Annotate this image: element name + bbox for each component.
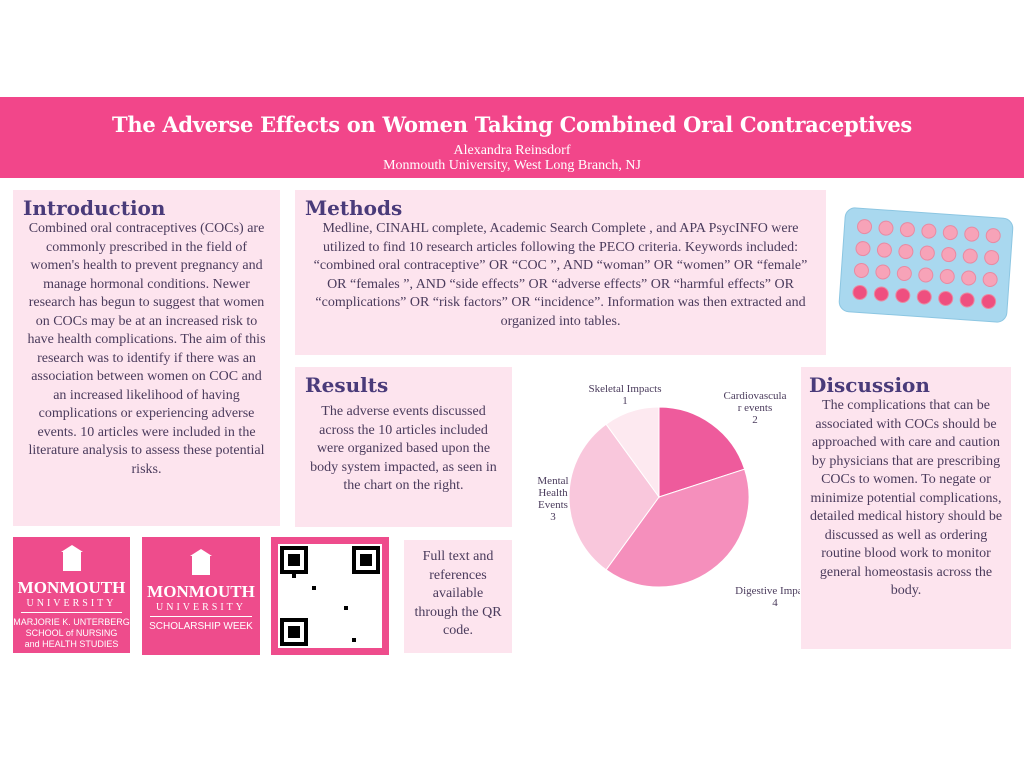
pill [941, 247, 957, 263]
slice-label-box: Mental Health Events 3 [528, 475, 578, 523]
pill [853, 263, 869, 279]
title: The Adverse Effects on Women Taking Comb… [112, 112, 912, 137]
header: The Adverse Effects on Women Taking Comb… [0, 97, 1024, 178]
heading: Introduction [23, 196, 166, 220]
qr-module [292, 574, 296, 578]
results: Results The adverse events discussed acr… [295, 367, 512, 527]
pill [981, 293, 997, 309]
qr-finder [288, 554, 300, 566]
slice-label-box: Skeletal Impacts 1 [570, 383, 680, 407]
pill [939, 269, 955, 285]
discussion: Discussion The complications that can be… [801, 367, 1011, 649]
pill [876, 242, 892, 258]
body-text: Combined oral contraceptives (COCs) are … [27, 221, 266, 477]
qr-note: Full text and references available throu… [404, 540, 512, 653]
pill [855, 241, 871, 257]
qr-module [312, 586, 316, 590]
pill [919, 245, 935, 261]
body-text: The adverse events discussed across the … [310, 404, 497, 493]
pie-slice [658, 406, 746, 498]
logo-line: and HEALTH STUDIES [24, 639, 119, 649]
pie-slice [605, 406, 660, 499]
pie-slice [568, 423, 660, 571]
qr-finder [288, 626, 300, 638]
logo-line: SCHOLARSHIP WEEK [149, 621, 253, 632]
category-name: Digestive Impacts [735, 585, 800, 597]
value-label: 2 [752, 414, 758, 426]
pill [852, 284, 868, 300]
pill [857, 219, 873, 235]
introduction: Introduction Combined oral contraceptive… [13, 190, 280, 526]
pill [898, 244, 914, 260]
slice-label: Digestive Impacts4 [720, 585, 800, 609]
pill [984, 250, 1000, 266]
pill [921, 223, 937, 239]
logo-name: MONMOUTH [147, 582, 255, 601]
logo-line: MARJORIE K. UNTERBERG [13, 617, 130, 627]
pill-pack-illustration [838, 207, 1014, 323]
building-icon [60, 545, 83, 571]
pill [942, 225, 958, 241]
pill [982, 272, 998, 288]
qr-finder [360, 554, 372, 566]
author: Alexandra Reinsdorf [453, 143, 571, 158]
logo-line: SCHOOL of NURSING [25, 628, 118, 638]
logo-scholarship: MONMOUTH UNIVERSITY SCHOLARSHIP WEEK [142, 537, 260, 655]
body-text: Medline, CINAHL complete, Academic Searc… [313, 221, 808, 329]
category-name: Mental Health Events [537, 475, 569, 511]
pill [962, 248, 978, 264]
pill [873, 286, 889, 302]
slice-label-box: Cardiovascular events 2 [720, 390, 790, 426]
body-text: The complications that can be associated… [809, 398, 1003, 598]
heading: Results [305, 373, 389, 397]
qr-frame [271, 537, 389, 655]
methods: Methods Medline, CINAHL complete, Academ… [295, 190, 826, 355]
pill [878, 220, 894, 236]
qr-code [278, 544, 382, 648]
pill [964, 226, 980, 242]
logo-sub: UNIVERSITY [150, 602, 252, 617]
pill [899, 222, 915, 238]
category-name: Cardiovascular events [723, 390, 787, 414]
pill [875, 264, 891, 280]
affiliation: Monmouth University, West Long Branch, N… [383, 158, 641, 173]
value-label: 3 [550, 511, 556, 523]
logo-nursing: MONMOUTH UNIVERSITY MARJORIE K. UNTERBER… [13, 537, 130, 653]
qr-module [344, 606, 348, 610]
qr-note-text: Full text and references available throu… [414, 549, 502, 638]
value-label: 4 [772, 597, 778, 609]
pill [985, 228, 1001, 244]
heading: Discussion [809, 373, 930, 397]
slice-label-box: Digestive Impacts4 [720, 585, 800, 609]
pill [895, 287, 911, 303]
heading: Methods [305, 196, 403, 220]
pie-slice [605, 468, 750, 588]
logo-name: MONMOUTH [17, 578, 126, 597]
pill [916, 289, 932, 305]
pill [918, 267, 934, 283]
pill [959, 292, 975, 308]
pill [961, 270, 977, 286]
building-icon [190, 549, 212, 575]
category-name: Skeletal Impacts [588, 383, 662, 395]
pill [896, 266, 912, 282]
pill [938, 290, 954, 306]
value-label: 1 [622, 395, 628, 407]
logo-sub: UNIVERSITY [21, 598, 122, 613]
qr-module [352, 638, 356, 642]
